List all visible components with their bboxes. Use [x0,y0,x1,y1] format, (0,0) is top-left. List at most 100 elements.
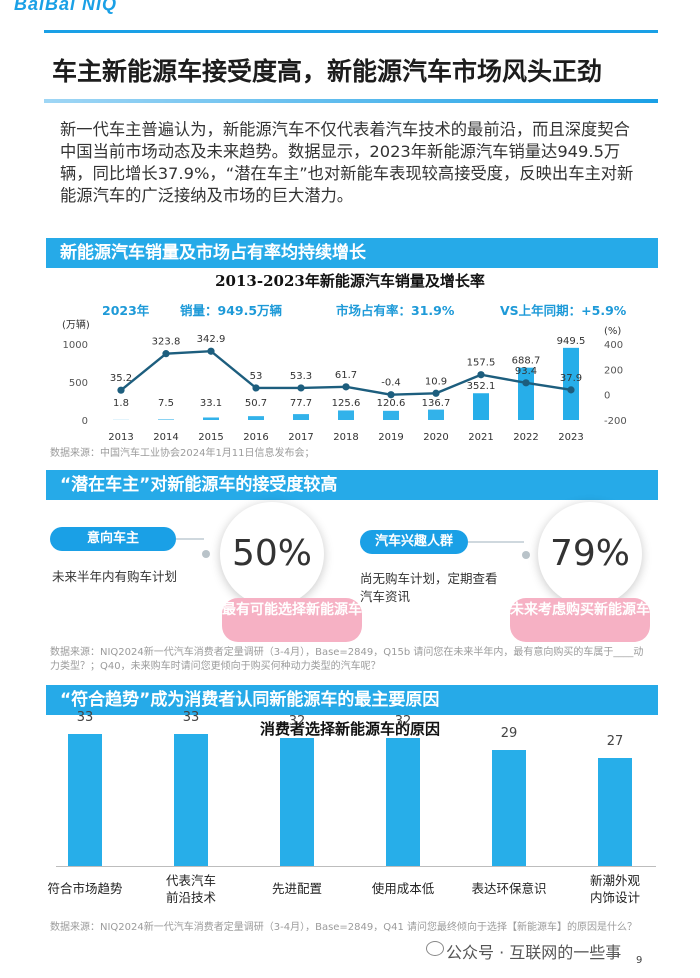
sales-bars [113,347,579,420]
sales-bar [248,416,264,420]
page-title: 车主新能源车接受度高，新能源汽车市场风头正劲 [52,57,603,86]
callout-right: 未来考虑购买新能源车 [510,598,650,642]
right-tick-label: -200 [604,416,627,427]
sales-bar-label: 50.7 [245,398,267,409]
sales-bar-label: 136.7 [422,398,451,409]
growth-point-label: 157.5 [467,358,496,369]
growth-line [117,347,575,399]
sales-bar-label: 949.5 [557,336,586,347]
percent-circle-right: 79% [538,502,642,606]
pill-interest-group: 汽车兴趣人群 [360,530,468,554]
sales-bar-label: 352.1 [467,381,496,392]
sales-chart-title: 2013-2023年新能源汽车销量及增长率 [215,272,485,290]
right-tick-label: 0 [604,391,610,402]
connector-dot [522,551,530,559]
growth-point-label: 323.8 [152,337,181,348]
sales-bar-label: 120.6 [377,398,406,409]
left-tick-label: 500 [69,378,88,389]
kpi-sales: 销量：949.5万辆 [180,303,283,318]
sales-bar [293,414,309,420]
year-tick-label: 2014 [153,432,178,443]
reason-category-label: 符合市场趋势 [47,881,123,896]
growth-point [207,347,215,355]
section1-banner: 新能源汽车销量及市场占有率均持续增长 [46,238,658,268]
right-tick-label: 200 [604,365,623,376]
year-tick-label: 2013 [108,432,133,443]
year-tick-label: 2015 [198,432,223,443]
connector-dot [202,550,210,558]
reason-category-label: 先进配置 [271,881,322,896]
year-tick-label: 2018 [333,432,358,443]
kpi-share: 市场占有率：31.9% [336,303,455,318]
growth-point [477,371,485,379]
sales-bar [203,417,219,420]
growth-point [252,384,260,392]
growth-point [297,384,305,392]
year-tick-label: 2023 [558,432,583,443]
year-tick-label: 2020 [423,432,448,443]
year-tick-label: 2016 [243,432,268,443]
year-tick-label: 2022 [513,432,538,443]
year-tick-label: 2019 [378,432,403,443]
right-axis-unit: (%) [604,326,621,337]
kpi-yoy: VS上年同期：+5.9% [500,303,627,318]
growth-point-label: 53 [250,371,263,382]
reason-category-label: 新潮外观 内饰设计 [589,873,640,905]
wechat-icon [426,941,444,956]
reasons-chart-title: 消费者选择新能源车的原因 [259,720,440,738]
reason-bar [174,734,208,866]
sales-bar [158,419,174,420]
growth-point [387,391,395,399]
connector-line [468,541,524,543]
watermark: 公众号 · 互联网的一些事 [446,943,622,962]
sales-bar [428,409,444,420]
sales-bar-label: 1.8 [113,398,129,409]
top-rule [44,30,658,33]
section1-source: 数据来源：中国汽车工业协会2024年1月11日信息发布会； [50,448,315,459]
section2-banner: “潜在车主”对新能源车的接受度较高 [46,470,658,500]
reason-bar [492,750,526,866]
reason-bar [280,738,314,866]
section3-banner: “符合趋势”成为消费者认同新能源车的最主要原因 [46,685,658,715]
year-tick-label: 2021 [468,432,493,443]
sales-bar [563,347,579,420]
callout-left: 最有可能选择新能源车 [222,598,362,642]
reason-category-label: 使用成本低 [371,881,435,896]
sales-chart-labels: 1.8 2013 7.5 2014 33.1 2015 50.7 2016 77.7 2017 12… [108,334,585,443]
brand-logo: BaiBai NIQ [14,0,118,14]
growth-point [117,386,125,394]
section3-source: 数据来源：NIQ2024新一代汽车消费者定量调研（3-4月），Base=2849… [50,922,638,933]
growth-point [522,379,530,387]
growth-point-label: 342.9 [197,334,226,345]
intent-owner-desc: 未来半年内有购车计划 [52,569,178,584]
left-tick-label: 1000 [63,340,88,351]
reason-category-label: 代表汽车 前沿技术 [165,873,216,905]
sales-bar [383,410,399,420]
sales-bar-label: 77.7 [290,398,312,409]
growth-point-label: -0.4 [381,378,401,389]
growth-point-label: 10.9 [425,376,447,387]
right-tick-label: 400 [604,340,623,351]
connector-line [176,538,204,540]
growth-point [567,386,575,394]
reason-bar [68,734,102,866]
page-number: 9 [636,955,643,966]
intro-paragraph: 新一代车主普遍认为，新能源汽车不仅代表着汽车技术的最前沿，而且深度契合中国当前市… [60,120,634,205]
reason-bar [386,738,420,866]
sales-chart-axes: (万辆) (%) 1000 500 0 400 200 0 -200 [62,318,627,427]
reason-bar [598,758,632,866]
sales-bar [338,410,354,420]
sales-growth-chart: (万辆) (%) 1000 500 0 400 200 0 -200 1.8 2013 7.5 201… [62,318,627,443]
growth-point [162,350,170,358]
sales-bar [518,367,534,420]
left-axis-unit: (万辆) [62,318,90,331]
growth-point-label: 53.3 [290,371,312,382]
reasons-chart-baseline [56,866,656,867]
percent-circle-left: 50% [220,502,324,606]
interest-group-desc: 尚无购车计划，定期查看汽车资讯 [360,571,498,604]
year-tick-label: 2017 [288,432,313,443]
sales-bar-label: 33.1 [200,398,222,409]
sales-bar-label: 125.6 [332,398,361,409]
growth-point-label: 93.4 [515,366,537,377]
section2-source: 数据来源：NIQ2024新一代汽车消费者定量调研（3-4月），Base=2849… [50,647,644,672]
